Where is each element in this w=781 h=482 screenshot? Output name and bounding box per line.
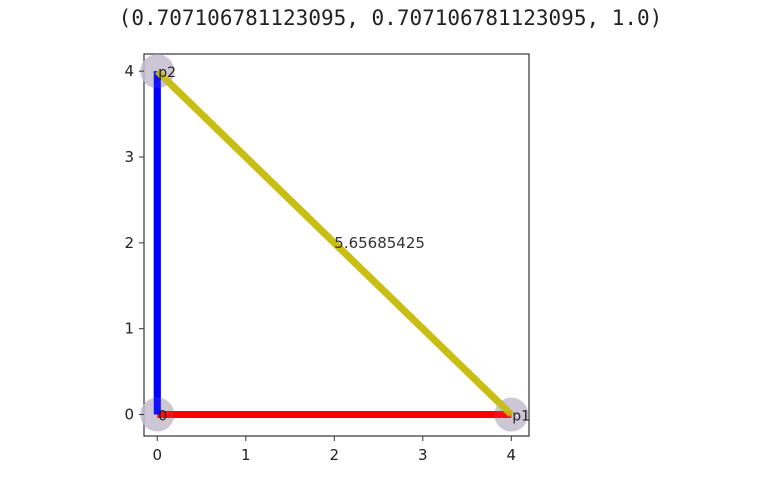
x-tick-label-1: 1 (241, 446, 251, 464)
y-tick-label-2: 2 (124, 234, 134, 252)
y-tick-label-3: 3 (124, 148, 134, 166)
axes-border (143, 53, 530, 437)
point-label-p1: p1 (512, 409, 530, 425)
ticks: 0 1 2 3 4 0 1 2 3 4 (124, 62, 516, 464)
x-tick-label-3: 3 (418, 446, 428, 464)
labels: 0 p1 p2 5.65685425 (158, 65, 530, 424)
point-label-0: 0 (158, 409, 167, 425)
point-label-p2: p2 (158, 65, 176, 81)
y-tick-label-0: 0 (124, 406, 134, 424)
y-tick-label-1: 1 (124, 320, 134, 338)
y-tick-label-4: 4 (124, 62, 134, 80)
segment-length-label: 5.65685425 (334, 234, 425, 252)
x-tick-label-4: 4 (507, 446, 517, 464)
point-markers (140, 54, 529, 432)
x-tick-label-0: 0 (153, 446, 163, 464)
axes-frame (143, 53, 530, 437)
x-tick-label-2: 2 (330, 446, 340, 464)
segment-overlay-2 (154, 68, 514, 418)
cell-output-text: (0.707106781123095, 0.707106781123095, 1… (118, 6, 663, 30)
